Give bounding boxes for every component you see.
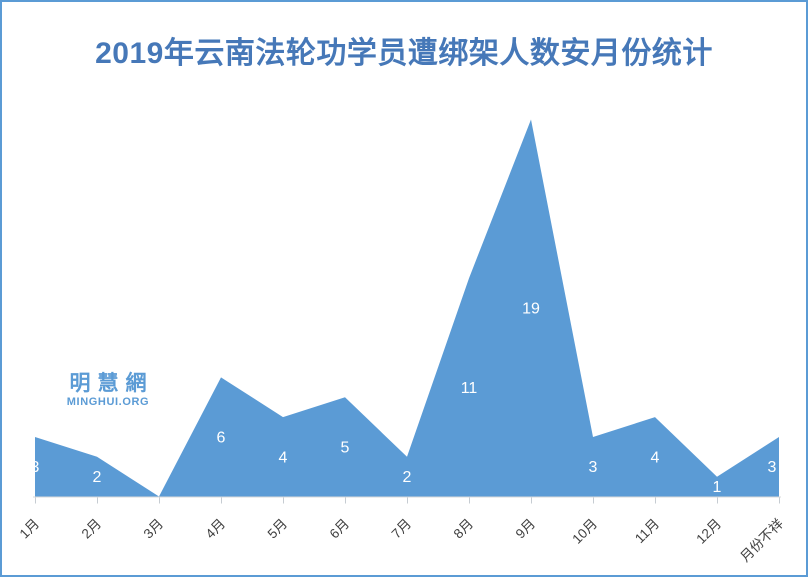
x-axis-label: 9月 bbox=[513, 516, 538, 541]
data-label: 3 bbox=[768, 459, 777, 476]
x-axis-label: 2月 bbox=[79, 516, 104, 541]
data-label: 4 bbox=[651, 449, 660, 466]
watermark-english-text: MINGHUI.ORG bbox=[66, 396, 150, 408]
data-label: 11 bbox=[461, 380, 478, 397]
x-axis-label: 10月 bbox=[569, 516, 600, 547]
data-label: 2 bbox=[93, 469, 102, 486]
data-label: 19 bbox=[522, 301, 540, 318]
x-axis-label: 月份不祥 bbox=[737, 516, 786, 565]
data-label: 5 bbox=[341, 439, 350, 456]
x-axis-label: 1月 bbox=[17, 516, 42, 541]
x-axis-label: 8月 bbox=[451, 516, 476, 541]
x-axis-label: 7月 bbox=[389, 516, 414, 541]
x-axis-label: 12月 bbox=[693, 516, 724, 547]
data-label: 1 bbox=[713, 479, 722, 496]
area-series bbox=[35, 119, 779, 497]
watermark-chinese-text: 明慧網 bbox=[69, 372, 154, 395]
data-label: 3 bbox=[31, 459, 40, 476]
data-label: 4 bbox=[279, 449, 288, 466]
x-axis-label: 3月 bbox=[141, 516, 166, 541]
x-axis-label: 5月 bbox=[265, 516, 290, 541]
x-axis-label: 11月 bbox=[632, 516, 662, 546]
data-label: 2 bbox=[403, 469, 412, 486]
data-label: 6 bbox=[217, 430, 226, 447]
x-axis-label: 4月 bbox=[203, 516, 228, 541]
minghui-watermark: 明慧網 MINGHUI.ORG bbox=[58, 372, 158, 409]
chart-title: 2019年云南法轮功学员遭绑架人数安月份统计 bbox=[95, 37, 713, 70]
x-axis-label: 6月 bbox=[327, 516, 352, 541]
data-label: 3 bbox=[589, 459, 598, 476]
